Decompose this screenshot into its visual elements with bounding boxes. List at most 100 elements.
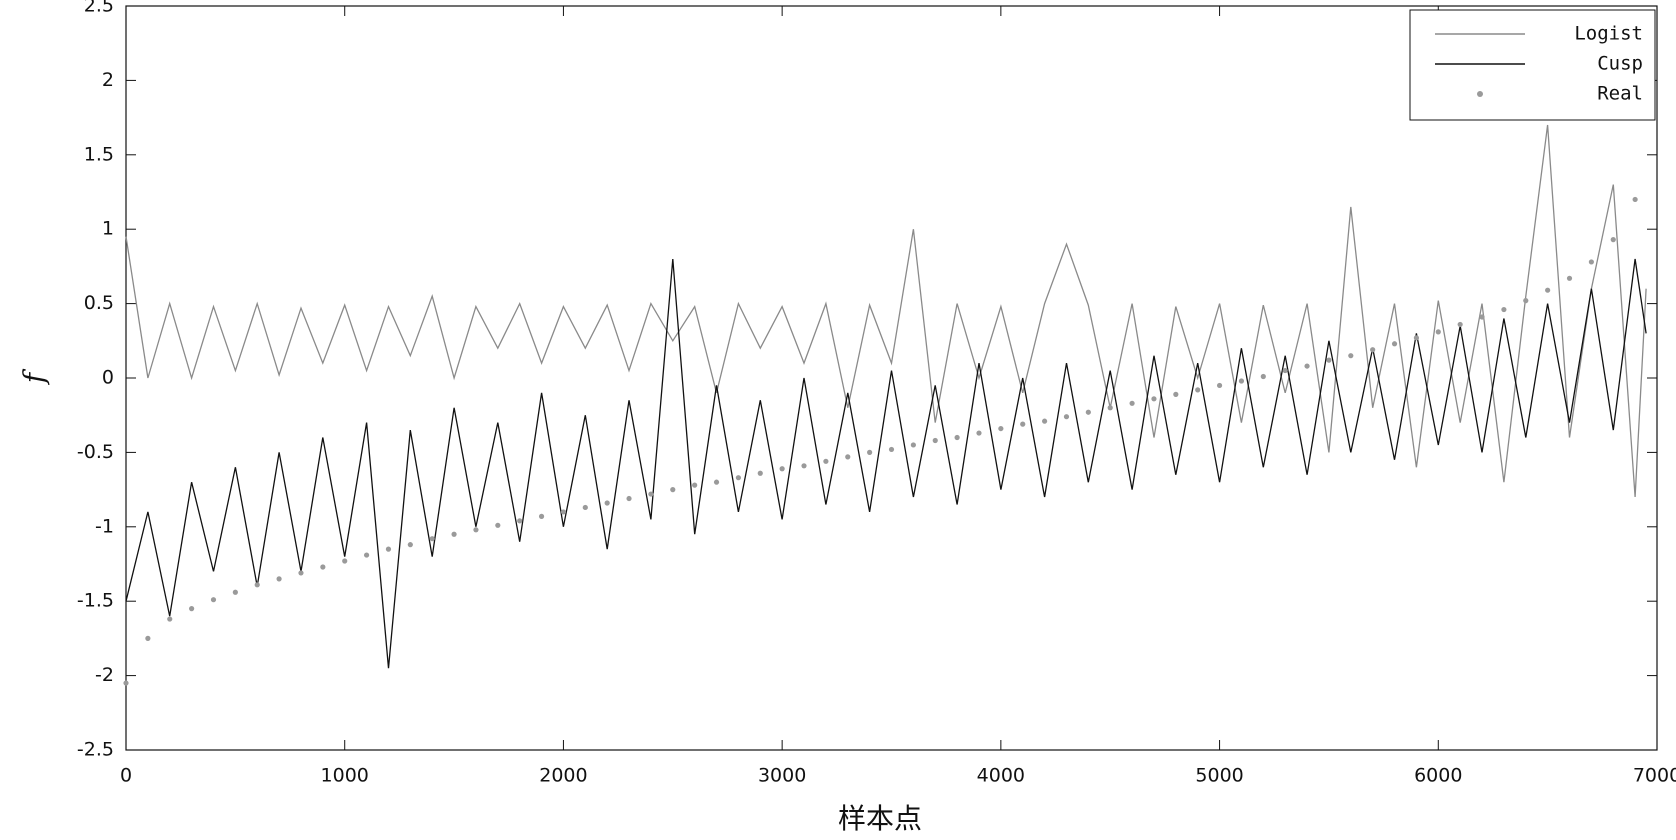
x-tick-label: 2000: [539, 765, 587, 787]
legend-label: Logist: [1574, 23, 1643, 45]
data-point: [801, 463, 807, 469]
data-point: [232, 589, 238, 595]
data-point: [189, 606, 195, 612]
data-point: [276, 576, 282, 582]
data-point: [735, 475, 742, 481]
legend-label: Real: [1597, 83, 1643, 105]
data-point: [429, 536, 435, 542]
data-point: [604, 500, 610, 506]
data-point: [298, 570, 304, 576]
data-point: [1260, 373, 1266, 380]
y-tick-label: -0.5: [77, 441, 114, 463]
data-point: [932, 437, 938, 444]
data-point: [1151, 396, 1157, 402]
x-tick-label: 4000: [977, 765, 1025, 787]
data-point: [1632, 196, 1638, 203]
legend-box: [1409, 9, 1656, 121]
data-point: [713, 479, 720, 485]
y-tick-label: 2: [102, 69, 114, 91]
legend-marker: [1477, 91, 1483, 97]
data-point: [582, 504, 588, 511]
data-point: [1129, 400, 1135, 406]
y-tick-label: 2.5: [84, 0, 114, 17]
data-point: [1457, 321, 1463, 328]
data-point: [998, 425, 1004, 432]
data-point: [517, 518, 523, 524]
data-point: [845, 454, 851, 460]
x-axis-label: 样本点: [838, 802, 922, 835]
data-point: [1413, 335, 1420, 341]
data-point: [779, 466, 785, 472]
data-point: [823, 458, 829, 464]
data-point: [1042, 418, 1048, 424]
data-point: [1326, 357, 1332, 363]
data-point: [1216, 382, 1223, 389]
y-tick-label: -2: [95, 664, 114, 686]
data-point: [1107, 405, 1113, 411]
data-point: [538, 513, 545, 519]
data-point: [648, 491, 654, 497]
series-line: [125, 258, 1647, 669]
data-point: [123, 680, 129, 686]
data-point: [320, 564, 326, 570]
data-point: [145, 635, 151, 642]
series-line: [125, 124, 1647, 498]
data-point: [1195, 387, 1201, 393]
data-point: [1304, 363, 1310, 369]
data-point: [1391, 341, 1398, 347]
data-point: [363, 552, 370, 558]
data-point: [670, 487, 676, 493]
data-point: [1282, 367, 1288, 374]
data-point: [1085, 409, 1091, 415]
y-tick-label: 1: [102, 218, 114, 240]
data-point: [167, 616, 173, 622]
data-point: [495, 522, 501, 528]
data-point: [1435, 329, 1441, 335]
y-tick-label: 0.5: [84, 292, 114, 314]
x-tick-label: 0: [120, 765, 132, 787]
data-point: [1501, 306, 1507, 313]
data-point: [451, 531, 457, 537]
x-tick-label: 1000: [321, 765, 369, 787]
y-tick-label: 0: [102, 367, 114, 389]
x-tick-label: 5000: [1195, 765, 1243, 787]
data-point: [1238, 378, 1245, 384]
data-point: [954, 434, 960, 441]
data-point: [1588, 259, 1594, 265]
data-point: [1566, 275, 1573, 281]
y-axis-label: f: [18, 368, 51, 385]
data-point: [757, 470, 763, 476]
data-point: [1610, 237, 1616, 243]
legend: Logist Cusp Real: [1409, 9, 1656, 121]
data-point: [342, 558, 348, 564]
data-point: [626, 495, 632, 502]
data-point: [1479, 314, 1485, 320]
data-point: [888, 446, 895, 453]
data-point: [407, 542, 413, 548]
data-point: [1348, 353, 1354, 359]
data-point: [1063, 414, 1070, 420]
data-point: [1020, 421, 1026, 427]
data-point: [560, 509, 567, 515]
data-point: [1545, 287, 1551, 293]
data-point: [1370, 347, 1376, 353]
x-tick-label: 3000: [758, 765, 806, 787]
x-tick-label: 7000: [1633, 765, 1676, 787]
y-tick-label: -1.5: [77, 590, 114, 612]
y-tick-label: -2.5: [77, 739, 114, 761]
data-point: [1523, 298, 1529, 304]
data-point: [692, 482, 698, 488]
data-point: [976, 430, 982, 436]
data-point: [210, 597, 217, 603]
y-tick-label: -1: [95, 515, 114, 537]
legend-label: Cusp: [1597, 53, 1643, 75]
data-point: [910, 442, 916, 448]
data-point: [473, 527, 479, 533]
x-tick-label: 6000: [1414, 765, 1462, 787]
y-tick-label: 1.5: [84, 143, 114, 165]
data-point: [1173, 391, 1179, 397]
data-point: [385, 546, 392, 552]
data-point: [254, 582, 260, 588]
